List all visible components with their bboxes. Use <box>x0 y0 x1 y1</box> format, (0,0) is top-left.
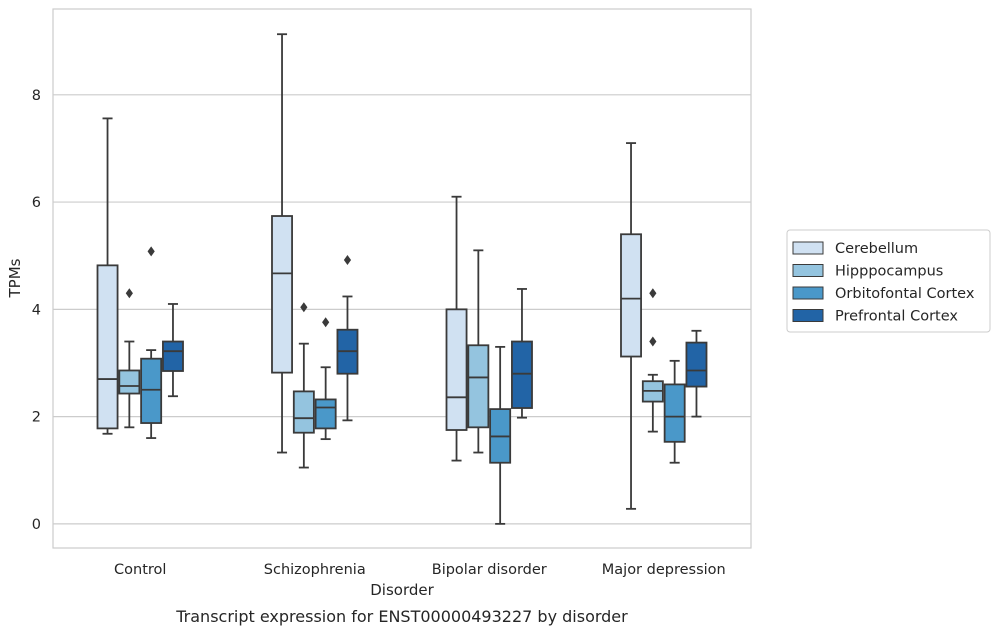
y-tick-label: 6 <box>32 195 41 211</box>
outlier-point <box>300 302 308 313</box>
x-tick-label: Control <box>114 562 166 578</box>
legend-label: Cerebellum <box>835 241 918 257</box>
box-body <box>118 369 141 395</box>
box-body <box>467 344 490 429</box>
chart-caption: Transcript expression for ENST0000049322… <box>175 607 628 626</box>
legend-swatch <box>792 241 824 255</box>
box-plot <box>445 195 468 462</box>
box-plot <box>336 254 359 422</box>
y-axis-title: TPMs <box>6 258 24 298</box>
box-plot <box>663 359 686 464</box>
box-plot <box>96 117 119 435</box>
box-body <box>96 264 119 430</box>
box-plot <box>641 288 664 433</box>
box-body <box>292 390 315 434</box>
box-body <box>445 308 468 431</box>
y-tick-label: 2 <box>32 410 41 426</box>
box-plot <box>140 246 163 439</box>
legend-swatch <box>792 286 824 300</box>
box-plot <box>271 33 293 454</box>
box-body <box>314 398 337 430</box>
x-tick-labels: Control Schizophrenia Bipolar disorder Majo… <box>114 562 726 578</box>
box-body <box>271 215 293 374</box>
y-tick-label: 4 <box>32 302 41 318</box>
box-plots <box>96 33 708 525</box>
y-tick-label: 8 <box>32 88 41 104</box>
box-body <box>140 357 163 424</box>
grid-lines <box>53 94 751 525</box>
outlier-point <box>322 317 330 328</box>
legend-swatch <box>792 309 824 322</box>
y-tick-labels: 0 2 4 6 8 <box>32 88 41 533</box>
legend-swatch <box>792 264 824 277</box>
legend-frame <box>786 229 991 333</box>
x-tick-label: Schizophrenia <box>264 562 366 578</box>
box-plot <box>620 142 642 510</box>
outlier-point <box>649 288 657 299</box>
box-plot <box>162 303 184 398</box>
box-plot <box>118 288 141 429</box>
outlier-point <box>649 336 657 347</box>
box-plot <box>467 249 490 454</box>
legend-label: Hipppocampus <box>835 264 943 280</box>
box-plot <box>314 317 337 441</box>
outlier-point <box>343 254 352 265</box>
outlier-point <box>147 246 155 257</box>
box-body <box>162 340 184 372</box>
legend-label: Orbitofontal Cortex <box>835 286 975 302</box>
legend-label: Prefrontal Cortex <box>835 309 958 325</box>
box-body <box>685 341 708 388</box>
box-plot <box>292 302 315 469</box>
outlier-point <box>125 288 133 299</box>
legend: Cerebellum Hipppocampus Orbitofontal Corte… <box>786 229 991 333</box>
x-axis-title: Disorder <box>370 581 434 599</box>
box-plot <box>685 329 708 418</box>
box-plot <box>511 288 533 419</box>
y-tick-label: 0 <box>32 517 41 533</box>
x-tick-label: Bipolar disorder <box>432 562 547 578</box>
plot-area <box>52 8 752 549</box>
box-body <box>620 233 642 358</box>
box-body <box>511 340 533 409</box>
box-plot <box>489 345 512 525</box>
x-tick-label: Major depression <box>602 562 726 578</box>
box-body <box>663 383 686 443</box>
